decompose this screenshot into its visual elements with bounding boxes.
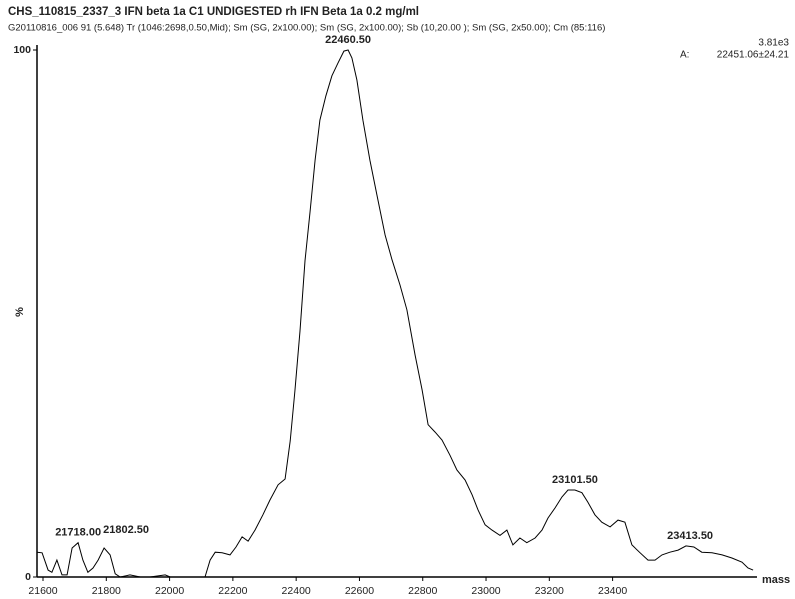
spectrum-line bbox=[36, 49, 754, 578]
area-label: A: bbox=[680, 50, 689, 61]
area-value: 22451.06±24.21 bbox=[717, 50, 790, 61]
peak-label: 21718.00 bbox=[55, 527, 101, 539]
x-tick-label: 21800 bbox=[92, 585, 121, 597]
x-tick-label: 23000 bbox=[471, 585, 500, 597]
y-tick-label: 0 bbox=[25, 571, 31, 583]
y-tick-label: 100 bbox=[13, 44, 31, 56]
chart-title: CHS_110815_2337_3 IFN beta 1a C1 UNDIGES… bbox=[8, 6, 419, 18]
x-tick-label: 22800 bbox=[408, 585, 437, 597]
chart-subtitle: G20110816_006 91 (5.648) Tr (1046:2698,0… bbox=[8, 23, 605, 34]
x-tick-label: 22000 bbox=[155, 585, 184, 597]
x-tick-label: 23200 bbox=[535, 585, 564, 597]
peak-label: 21802.50 bbox=[103, 524, 149, 536]
x-tick-label: 23400 bbox=[598, 585, 627, 597]
peak-label: 22460.50 bbox=[325, 34, 371, 46]
x-tick-label: 22200 bbox=[218, 585, 247, 597]
x-axis-label: mass bbox=[762, 574, 790, 586]
x-tick-label: 22400 bbox=[282, 585, 311, 597]
peak-label: 23413.50 bbox=[667, 530, 713, 542]
x-tick-label: 21600 bbox=[28, 585, 57, 597]
x-tick-label: 22600 bbox=[345, 585, 374, 597]
intensity: 3.81e3 bbox=[758, 38, 789, 49]
peak-label: 23101.50 bbox=[552, 474, 598, 486]
y-axis-label: % bbox=[14, 307, 26, 317]
